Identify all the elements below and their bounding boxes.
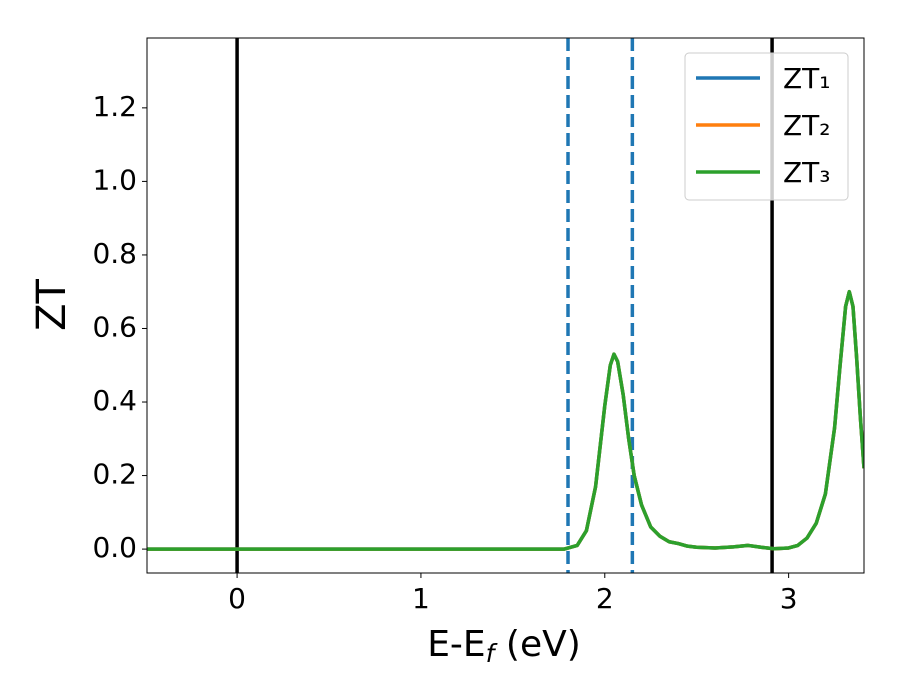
y-tick-label: 1.2 [92, 90, 137, 123]
overlay: 0 1 2 3 0.0 0.2 0.4 0.6 0.8 1.0 1.2 ZT₁ ZT₂ ZT₃ [92, 37, 865, 615]
x-label-base: E-E [427, 624, 485, 665]
y-tick-label: 0.4 [92, 384, 137, 417]
x-tick-label: 3 [780, 582, 798, 615]
y-tick-label: 0.8 [92, 237, 137, 270]
y-tick-label: 0.2 [92, 458, 137, 491]
x-tick-label: 1 [412, 582, 430, 615]
y-axis-label: ZT [29, 279, 75, 331]
legend-box [684, 52, 849, 201]
x-tick-label: 0 [228, 582, 246, 615]
y-tick-label: 0.6 [92, 310, 137, 343]
y-tick-label: 1.0 [92, 163, 137, 196]
x-axis-label: E-Ef (eV) [427, 624, 581, 668]
plot-frame [146, 37, 865, 574]
legend-label: ZT₁ [783, 62, 831, 95]
series-line [147, 289, 864, 551]
x-label-rest: (eV) [494, 624, 580, 665]
legend-label: ZT₃ [783, 156, 831, 189]
plot-area [147, 38, 864, 573]
legend-label: ZT₂ [783, 109, 831, 142]
y-tick-label: 0.0 [92, 531, 137, 564]
x-tick-label: 2 [596, 582, 614, 615]
